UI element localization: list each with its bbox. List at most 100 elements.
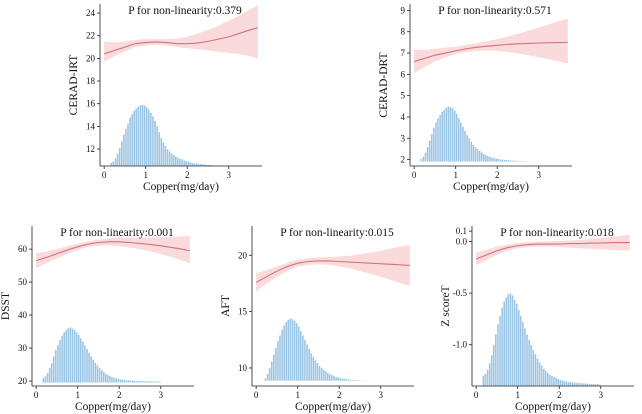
histogram-bar: [160, 137, 163, 167]
histogram-bar: [191, 162, 194, 167]
spline-line: [255, 260, 410, 283]
histogram-bar: [503, 159, 506, 162]
histogram-bar: [87, 352, 91, 383]
x-axis-label: Copper(mg/day): [143, 181, 219, 193]
histogram-bar: [505, 159, 508, 162]
histogram-bar: [187, 161, 190, 167]
histogram-bar: [172, 154, 175, 167]
histogram-bar: [509, 160, 512, 162]
histogram-bar: [184, 160, 188, 167]
histogram-bar: [303, 339, 307, 382]
histogram-bar: [529, 344, 533, 387]
histogram-bar: [309, 353, 313, 382]
histogram-bar: [143, 105, 146, 167]
histogram-bar: [81, 341, 85, 383]
histogram-bar: [65, 329, 68, 383]
y-tick-label: 9: [401, 5, 406, 15]
histogram-bar: [44, 375, 47, 383]
x-axis-label: Copper(mg/day): [295, 401, 371, 413]
x-tick-label: 0: [254, 390, 259, 400]
histogram-bar: [60, 335, 64, 383]
histogram-bar: [428, 140, 431, 162]
histogram-bar: [157, 131, 161, 167]
histogram-bar: [521, 321, 525, 387]
histogram-bar: [526, 160, 529, 162]
histogram-bar: [554, 377, 558, 387]
histogram-bar: [434, 122, 438, 162]
histogram-bar: [542, 368, 545, 387]
confidence-band: [256, 245, 410, 292]
histogram-bar: [445, 107, 448, 162]
histogram-bar: [133, 380, 137, 383]
histogram-bar: [359, 379, 363, 382]
histogram-bar: [430, 133, 434, 162]
histogram-bar: [176, 157, 180, 167]
spline-line: [35, 241, 190, 262]
histogram-bar: [357, 379, 361, 382]
histogram-bar: [438, 114, 442, 162]
chart-panel-5: 0 1 2 3 -1.0 -0.5 0.00.1 P for non-linearity:0.…: [440, 226, 634, 413]
x-tick-label: 2: [185, 170, 190, 180]
x-tick-label: 0: [474, 390, 479, 400]
histogram-bar: [166, 148, 169, 167]
histogram-bar: [126, 122, 130, 167]
histogram-bar: [349, 379, 352, 382]
histogram-bar: [272, 354, 276, 382]
histogram-bar: [467, 138, 471, 162]
histogram-bar: [525, 334, 529, 387]
histogram-bar: [511, 294, 514, 387]
histogram-bar: [449, 106, 452, 162]
histogram-bar: [451, 107, 454, 162]
histogram-bar: [498, 315, 502, 387]
histogram-bar: [474, 146, 477, 162]
histogram-bar: [527, 339, 531, 387]
histogram-bar: [500, 307, 504, 387]
histogram-bar: [89, 356, 93, 383]
histogram-bar: [459, 122, 463, 162]
histogram-bar: [546, 372, 550, 387]
x-axis-label: Copper(mg/day): [75, 401, 151, 413]
histogram-bar: [484, 373, 487, 387]
chart-panel-3: 0 1 2 3 20 30 40 50 60 P for non-linearity:0.001 C…: [0, 226, 194, 413]
histogram-bar: [330, 374, 334, 382]
histogram-bar: [189, 161, 192, 167]
histogram-bar: [569, 381, 572, 387]
histogram-bar: [482, 375, 485, 387]
y-tick-label: 60: [18, 244, 28, 254]
histogram-bar: [79, 337, 83, 383]
histogram-bar: [457, 117, 461, 162]
histogram-bar: [143, 380, 147, 383]
histogram-bar: [328, 373, 332, 382]
spline-line: [103, 27, 258, 55]
histogram-bar: [133, 110, 136, 167]
histogram-bar: [137, 106, 140, 167]
y-tick-label: 20: [86, 53, 96, 63]
histogram-bar: [524, 160, 527, 162]
y-tick-label: 0.0: [456, 236, 468, 246]
histogram-bar: [278, 335, 282, 382]
histogram-bar: [264, 377, 267, 382]
histogram-bar: [150, 380, 153, 383]
histogram-bar: [151, 115, 155, 167]
histogram-bar: [305, 344, 309, 382]
confidence-band: [104, 5, 258, 62]
histogram-bar: [129, 380, 132, 383]
x-tick-label: 0: [102, 170, 107, 180]
histogram-bar: [195, 162, 198, 167]
histogram-bar: [573, 382, 577, 387]
histogram-bar: [128, 117, 132, 167]
histogram-bar: [110, 162, 113, 167]
histogram-bar: [443, 109, 446, 162]
histogram-bar: [534, 353, 537, 387]
histogram-bar: [67, 328, 70, 383]
y-tick-label: 24: [86, 8, 96, 18]
histogram-bar: [156, 381, 159, 383]
y-tick-label: 15: [238, 307, 248, 317]
histogram-bar: [507, 159, 510, 162]
histogram-bar: [112, 377, 116, 383]
x-tick-label: 3: [159, 390, 164, 400]
histogram-bar: [517, 309, 520, 387]
histogram-bar: [85, 348, 89, 383]
histogram-bar: [73, 329, 76, 383]
histogram-bar: [141, 104, 144, 167]
